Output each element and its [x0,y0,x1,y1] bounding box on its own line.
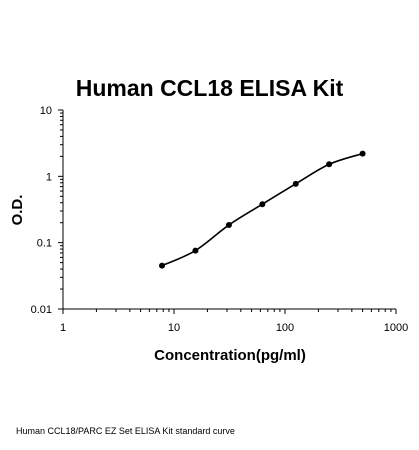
data-point [159,262,166,269]
data-point [326,161,333,168]
x-tick-label: 1000 [384,322,408,334]
y-axis-label: O.D. [9,195,26,226]
fit-curve-layer [161,152,363,267]
y-tick-label: 10 [40,105,52,117]
y-tick-label: 0.1 [37,238,52,250]
y-tick-label: 1 [46,171,52,183]
data-point [259,201,266,208]
data-point [359,150,366,157]
x-axis-label: Concentration(pg/ml) [154,347,306,364]
data-point [225,221,232,228]
data-point [292,180,299,187]
x-tick-label: 10 [168,322,180,334]
data-points-layer [159,150,366,269]
axes: 0.01 0.1 1 10 1 10 100 1000 [31,105,409,334]
standard-curve-line [161,152,363,267]
chart-title: Human CCL18 ELISA Kit [75,75,344,101]
figure-caption: Human CCL18/PARC EZ Set ELISA Kit standa… [16,426,235,436]
x-tick-label: 1 [60,322,66,334]
y-tick-label: 0.01 [31,304,52,316]
x-tick-label: 100 [276,322,294,334]
data-point [192,247,199,254]
